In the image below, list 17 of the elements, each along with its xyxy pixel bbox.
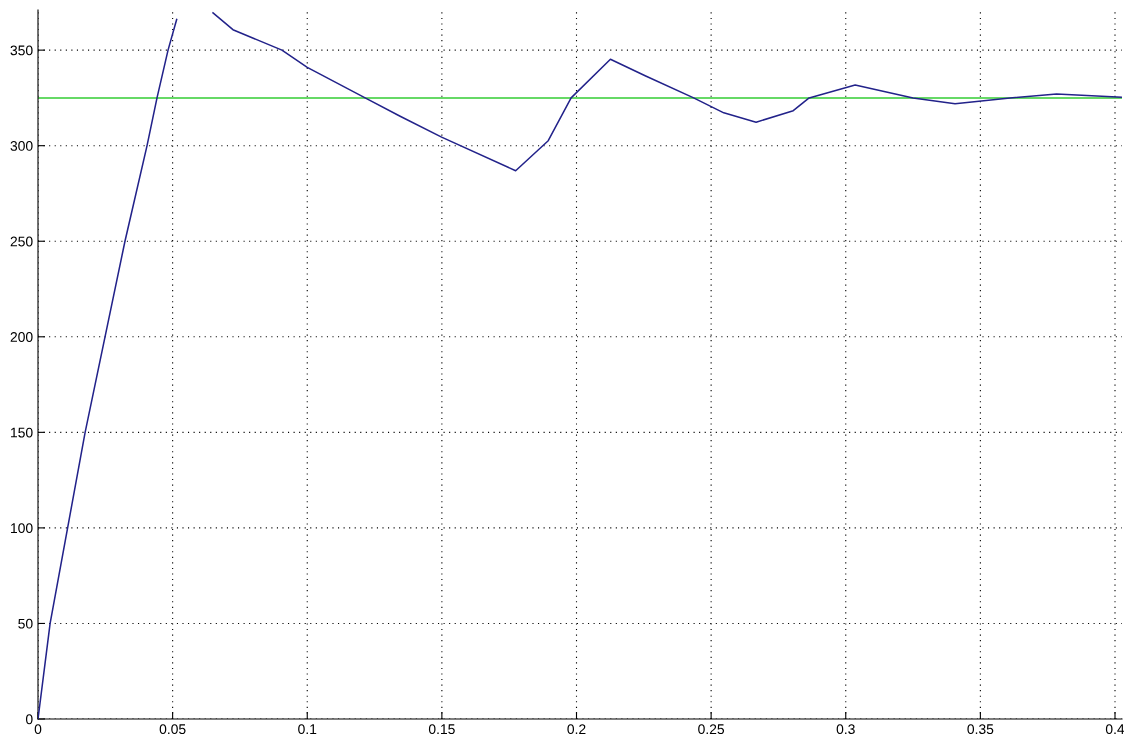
y-tick-label: 100 <box>11 523 33 534</box>
x-tick-label: 0.3 <box>836 724 855 735</box>
y-tick-label: 0 <box>25 714 33 725</box>
y-tick-label: 150 <box>11 427 33 438</box>
y-tick-label: 250 <box>10 236 33 247</box>
x-tick-label: 0 <box>34 724 42 735</box>
y-tick-label: 350 <box>10 45 33 56</box>
y-tick-label: 200 <box>10 332 33 342</box>
x-tick-label: 0.1 <box>298 724 317 735</box>
x-tick-label: 0.15 <box>428 724 455 735</box>
x-tick-label: 0.25 <box>698 724 725 735</box>
x-tick-label: 0.05 <box>159 724 186 735</box>
x-tick-label: 0.4 <box>1105 724 1124 735</box>
y-tick-label: 50 <box>18 618 33 629</box>
x-tick-label: 0.2 <box>567 724 586 735</box>
x-tick-label: 0.35 <box>967 724 994 735</box>
y-tick-label: 300 <box>10 141 33 151</box>
